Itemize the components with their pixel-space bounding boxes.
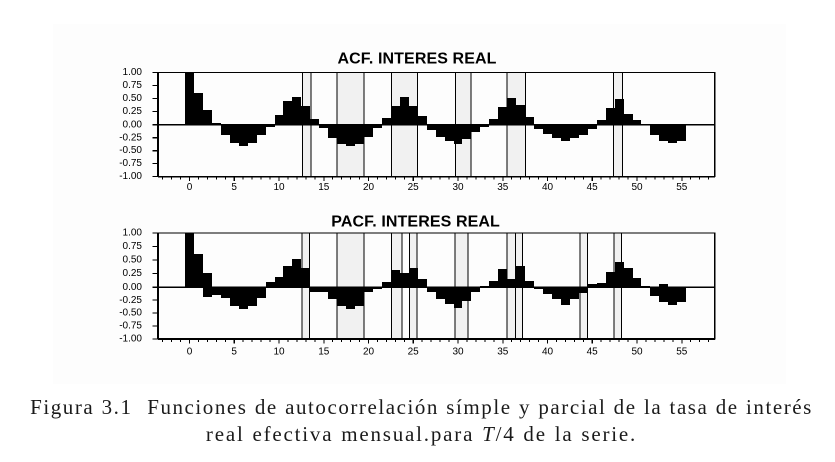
svg-text:30: 30 [452, 347, 464, 358]
svg-text:-1.00: -1.00 [119, 334, 142, 345]
svg-text:ACF. INTERES REAL: ACF. INTERES REAL [337, 51, 496, 68]
svg-text:30: 30 [452, 182, 464, 193]
svg-text:-0.75: -0.75 [119, 158, 142, 169]
svg-text:45: 45 [587, 182, 599, 193]
svg-text:-0.50: -0.50 [119, 308, 142, 319]
svg-text:35: 35 [497, 347, 509, 358]
svg-text:0.75: 0.75 [123, 80, 143, 91]
svg-text:0.50: 0.50 [123, 255, 143, 266]
svg-text:-0.25: -0.25 [119, 132, 142, 143]
svg-text:40: 40 [542, 182, 554, 193]
svg-text:20: 20 [363, 182, 375, 193]
svg-text:1.00: 1.00 [123, 228, 143, 239]
svg-text:-0.25: -0.25 [119, 295, 142, 306]
svg-text:0.75: 0.75 [123, 241, 143, 252]
svg-text:0: 0 [187, 347, 193, 358]
svg-text:50: 50 [631, 182, 643, 193]
svg-text:-0.50: -0.50 [119, 145, 142, 156]
svg-text:10: 10 [273, 182, 285, 193]
svg-text:1.00: 1.00 [123, 67, 143, 78]
svg-text:20: 20 [363, 347, 375, 358]
svg-text:15: 15 [318, 182, 330, 193]
svg-text:0.25: 0.25 [123, 106, 143, 117]
svg-text:0: 0 [187, 182, 193, 193]
svg-text:45: 45 [587, 347, 599, 358]
svg-text:-1.00: -1.00 [119, 171, 142, 182]
svg-text:25: 25 [408, 347, 420, 358]
svg-text:0.25: 0.25 [123, 268, 143, 279]
svg-text:5: 5 [231, 347, 237, 358]
svg-text:40: 40 [542, 347, 554, 358]
svg-text:15: 15 [318, 347, 330, 358]
svg-text:55: 55 [676, 347, 688, 358]
svg-text:25: 25 [408, 182, 420, 193]
svg-text:0.00: 0.00 [123, 282, 143, 293]
svg-text:-0.75: -0.75 [119, 321, 142, 332]
svg-text:35: 35 [497, 182, 509, 193]
svg-text:50: 50 [631, 347, 643, 358]
svg-text:5: 5 [231, 182, 237, 193]
svg-text:55: 55 [676, 182, 688, 193]
svg-text:0.00: 0.00 [123, 119, 143, 130]
svg-text:0.50: 0.50 [123, 93, 143, 104]
svg-text:PACF. INTERES REAL: PACF. INTERES REAL [331, 213, 500, 230]
svg-text:10: 10 [273, 347, 285, 358]
